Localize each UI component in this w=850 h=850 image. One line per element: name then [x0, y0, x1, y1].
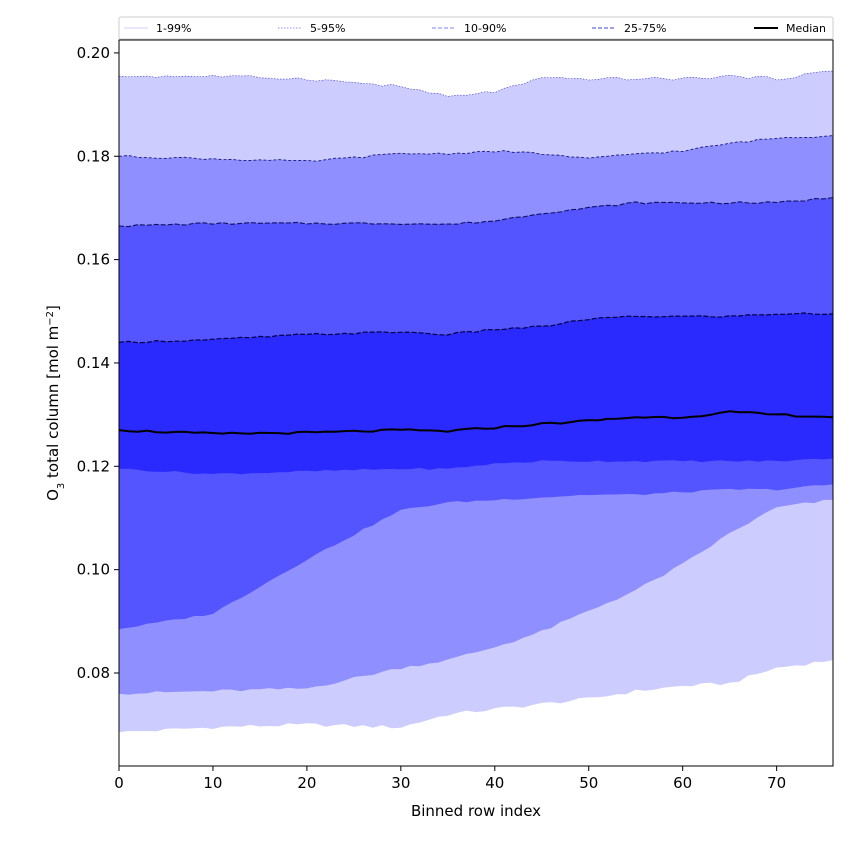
percentile-lines-group	[119, 70, 833, 435]
x-tick-label: 30	[391, 774, 410, 792]
x-tick-label: 70	[767, 774, 786, 792]
legend-label: 5-95%	[310, 22, 345, 35]
x-axis-label: Binned row index	[411, 802, 541, 820]
x-axis: 0 10 20 30 40 50 60 70	[114, 766, 786, 792]
x-tick-label: 10	[203, 774, 222, 792]
y-axis: 0.08 0.10 0.12 0.14 0.16 0.18 0.20	[77, 44, 119, 682]
y-tick-label: 0.18	[77, 147, 110, 165]
y-tick-label: 0.12	[77, 457, 110, 475]
y-axis-label: O3 total column [mol m−2]	[44, 305, 67, 501]
line-median	[119, 410, 833, 435]
x-tick-label: 60	[673, 774, 692, 792]
y-tick-label: 0.10	[77, 561, 110, 579]
legend-label: 25-75%	[624, 22, 666, 35]
y-axis-label-rest: total column [mol m	[44, 326, 62, 483]
bands-group	[119, 71, 833, 733]
legend-label: 10-90%	[464, 22, 506, 35]
y-tick-label: 0.14	[77, 354, 110, 372]
y-tick-label: 0.08	[77, 664, 110, 682]
y-axis-label-end: ]	[44, 305, 62, 311]
y-axis-label-subscript: 3	[56, 483, 67, 489]
legend-box	[118, 16, 834, 40]
y-axis-label-prefix: O	[44, 489, 62, 501]
line-p75	[119, 312, 833, 344]
x-tick-label: 50	[579, 774, 598, 792]
legend-label: 1-99%	[156, 22, 191, 35]
line-p90	[119, 197, 833, 228]
line-p99	[119, 70, 833, 97]
band-25-75	[119, 313, 833, 475]
y-tick-label: 0.16	[77, 251, 110, 269]
y-tick-label: 0.20	[77, 44, 110, 62]
legend-label: Median	[786, 22, 826, 35]
plot-frame	[118, 39, 834, 767]
x-tick-label: 20	[297, 774, 316, 792]
x-tick-label: 40	[485, 774, 504, 792]
legend: 1-99% 5-95% 10-90% 25-75% Median	[118, 16, 834, 40]
y-axis-label-superscript: −2	[45, 311, 56, 326]
x-tick-label: 0	[114, 774, 124, 792]
